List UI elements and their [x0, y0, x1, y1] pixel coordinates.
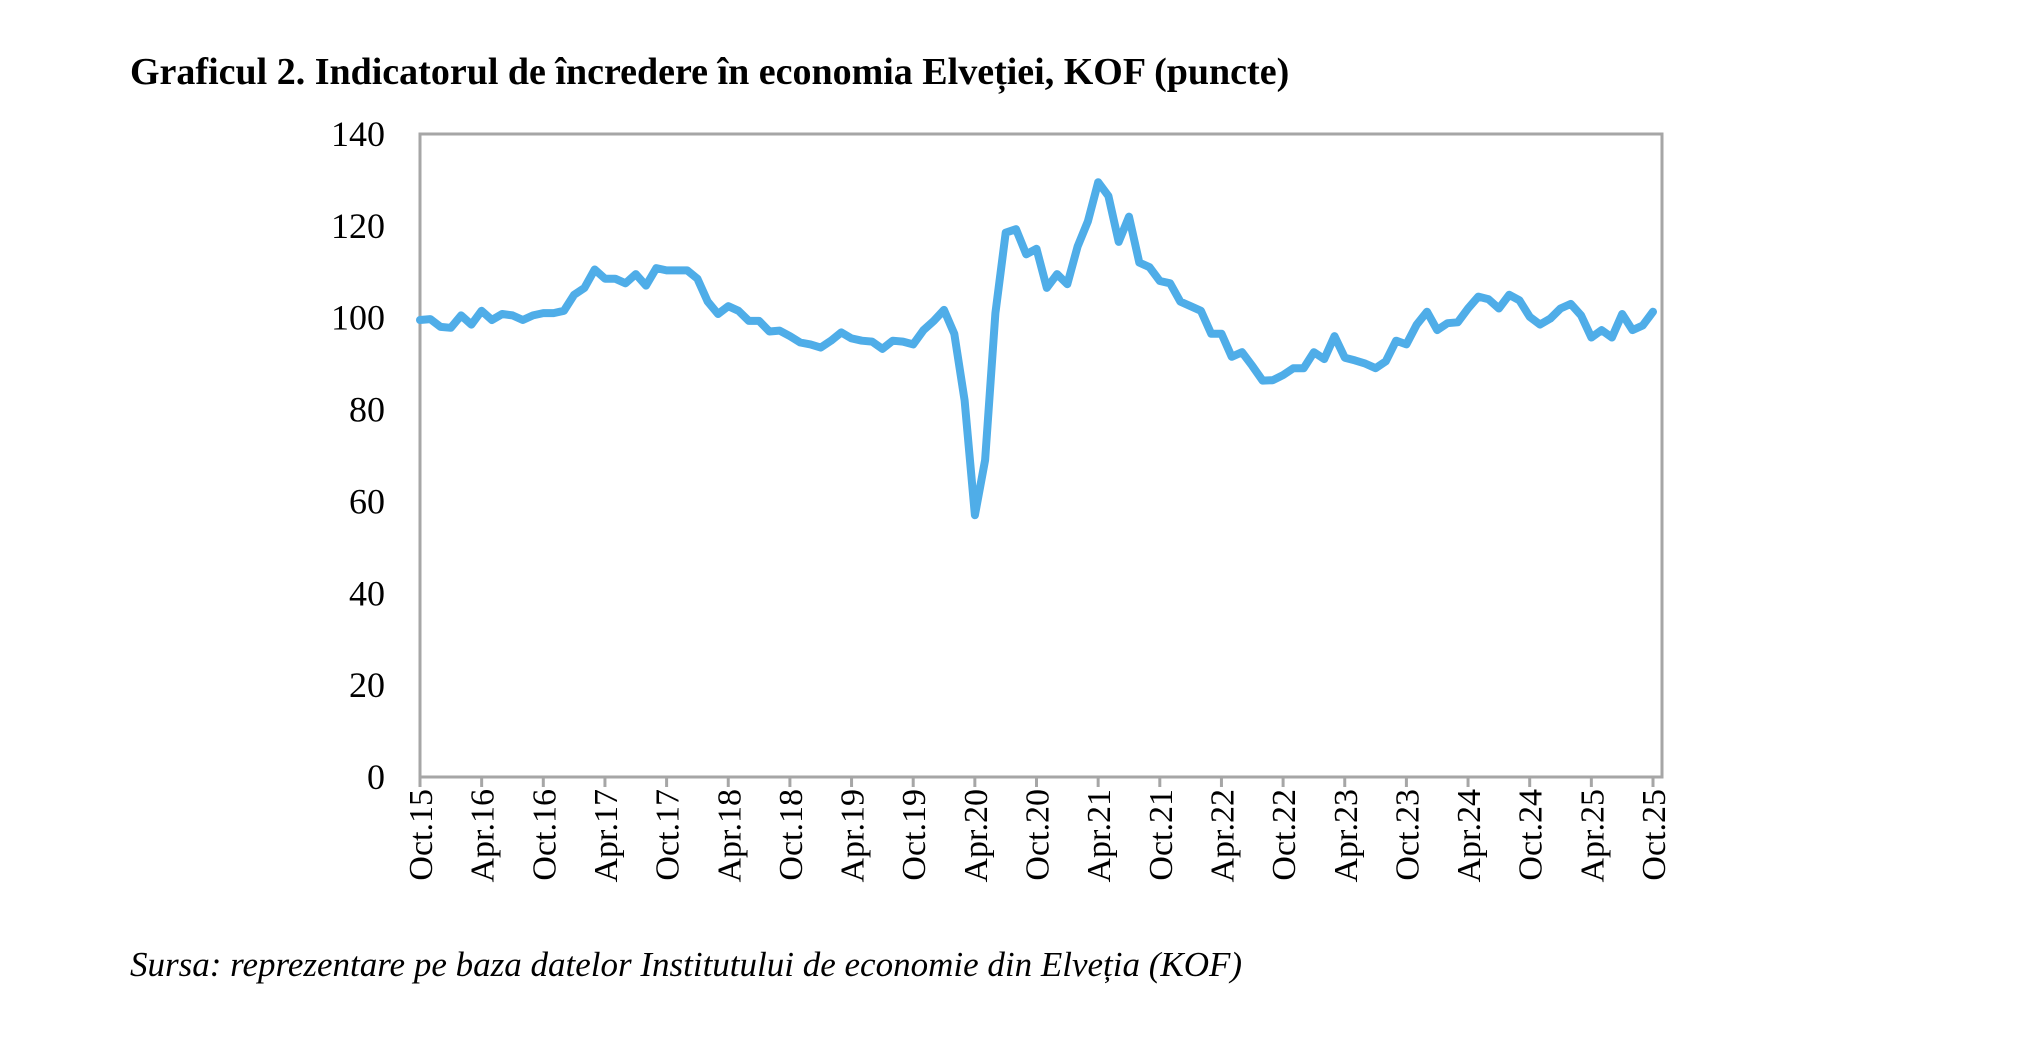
x-tick-label: Oct.24 [1513, 789, 1550, 881]
y-tick-label: 140 [331, 114, 385, 154]
y-tick-label: 100 [331, 298, 385, 338]
x-tick-label: Oct.23 [1389, 789, 1426, 881]
x-axis-ticks: Oct.15 Apr.16 Oct.16 Apr.17 Oct.17 Apr.18 Oct.… [403, 777, 1673, 883]
x-tick-label: Apr.25 [1574, 789, 1611, 883]
x-tick-label: Apr.20 [958, 789, 995, 883]
plot-frame [418, 132, 1664, 779]
axes [418, 132, 1664, 779]
y-tick-label: 40 [349, 573, 385, 613]
x-tick-label: Apr.16 [465, 789, 502, 883]
chart-title: Graficul 2. Indicatorul de încredere în … [130, 51, 1290, 93]
y-axis-ticks: 0 20 40 60 80 100 120 140 [331, 114, 385, 797]
x-tick-label: Apr.21 [1081, 789, 1118, 883]
y-tick-label: 120 [331, 206, 385, 246]
x-tick-label: Apr.24 [1451, 789, 1488, 883]
x-tick-label: Apr.23 [1328, 789, 1365, 883]
chart-source: Sursa: reprezentare pe baza datelor Inst… [130, 945, 1243, 984]
x-tick-label: Oct.21 [1143, 789, 1180, 881]
y-tick-label: 20 [349, 665, 385, 705]
x-tick-label: Oct.15 [403, 789, 440, 881]
series-layer [416, 178, 1657, 520]
x-tick-label: Oct.18 [773, 789, 810, 881]
y-tick-label: 0 [367, 757, 385, 797]
x-tick-label: Oct.22 [1266, 789, 1303, 881]
x-tick-label: Oct.19 [896, 789, 933, 881]
y-tick-label: 80 [349, 390, 385, 430]
x-tick-label: Oct.17 [650, 789, 687, 881]
x-tick-label: Apr.19 [835, 789, 872, 883]
x-tick-label: Oct.20 [1020, 789, 1057, 881]
y-tick-label: 60 [349, 481, 385, 521]
series-line-kof [416, 178, 1657, 520]
x-tick-label: Apr.18 [711, 789, 748, 883]
x-tick-label: Oct.25 [1636, 789, 1673, 881]
x-tick-label: Apr.17 [588, 789, 625, 883]
x-tick-label: Oct.16 [526, 789, 563, 881]
x-tick-label: Apr.22 [1204, 789, 1241, 883]
